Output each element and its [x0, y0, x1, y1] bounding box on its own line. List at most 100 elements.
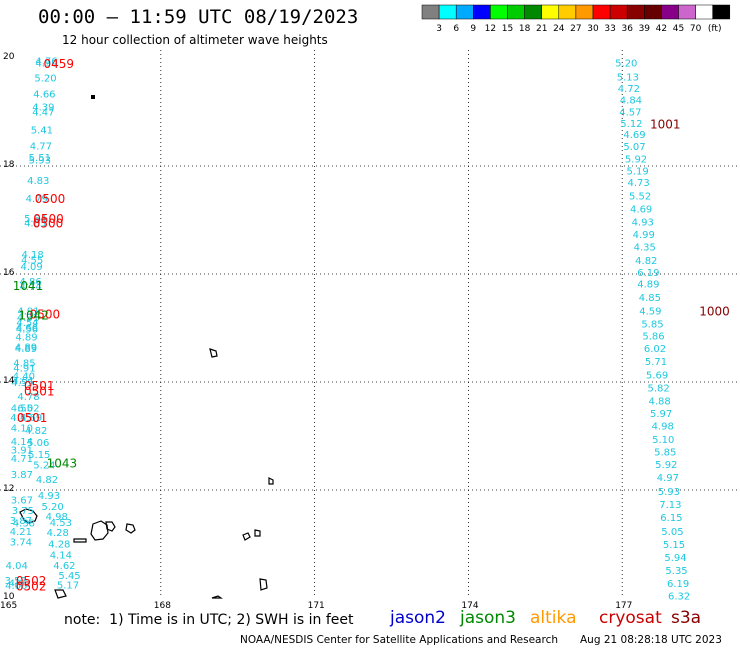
satellite-jason2: jason2 [390, 608, 446, 628]
swh-reading: 4.85 [639, 293, 661, 304]
grid-lines [0, 50, 740, 598]
swh-reading: 4.82 [635, 256, 657, 267]
satellite-s3a: s3a [671, 608, 702, 628]
scale-label: 18 [519, 24, 531, 34]
swh-reading: 4.53 [50, 518, 72, 529]
swh-reading: 5.93 [29, 156, 51, 167]
pass-time-label: 0500 [33, 217, 64, 231]
swh-reading: 3.67 [11, 496, 33, 507]
pass-time-label: 1000 [699, 305, 730, 319]
color-scale: 3 6 9 12 15 18 21 24 27 30 33 36 39 42 45 70 (ft) [421, 4, 731, 34]
swh-reading: 5.20 [41, 502, 63, 513]
swh-reading: 6.19 [667, 579, 689, 590]
swh-reading: 5.86 [642, 332, 664, 343]
island-outline [242, 532, 251, 541]
latitude-label: 10 [3, 592, 15, 602]
island-outline [19, 508, 38, 524]
satellite-altika: altika [530, 608, 577, 628]
pass-time-label: 0502 [16, 574, 47, 588]
longitude-label: 171 [307, 601, 325, 611]
timestamp: Aug 21 08:28:18 UTC 2023 [580, 634, 722, 646]
island-outline [54, 589, 67, 599]
swh-reading: 4.72 [618, 84, 640, 95]
swh-reading: 5.13 [617, 72, 639, 83]
swh-reading: 4.89 [15, 342, 37, 353]
swh-reading: 6.15 [660, 513, 682, 524]
swh-reading: 6.02 [17, 403, 39, 414]
latitude-label: 18 [3, 160, 15, 170]
swh-reading: 4.18 [22, 250, 44, 261]
swh-reading: 4.04 [6, 561, 28, 572]
swh-reading: 5.51 [29, 153, 51, 164]
page-subtitle: 12 hour collection of altimeter wave hei… [62, 33, 328, 47]
latitude-label: 12 [3, 484, 15, 494]
swh-reading: 4.38 [13, 518, 35, 529]
swh-reading: 4.86 [19, 277, 41, 288]
swh-reading: 4.55 [10, 413, 32, 424]
swh-reading: 4.89 [15, 344, 37, 355]
island-outline [254, 529, 261, 537]
longitude-label: 177 [615, 601, 633, 611]
swh-reading: 4.83 [27, 176, 49, 187]
swh-reading: 4.93 [38, 491, 60, 502]
scale-label: 9 [470, 24, 476, 34]
swh-reading: 5.17 [57, 581, 79, 592]
swh-reading: 4.55 [11, 378, 33, 389]
scale-label: 42 [656, 24, 667, 34]
swh-reading: 4.57 [619, 107, 641, 118]
scale-label: 21 [536, 24, 547, 34]
swh-reading: 6.32 [668, 591, 690, 602]
swh-reading: 5.20 [34, 73, 56, 84]
swh-reading: 4.73 [627, 178, 649, 189]
swh-reading: 5.05 [661, 527, 683, 538]
satellite-jason3: jason3 [460, 608, 516, 628]
scale-label: 36 [621, 24, 633, 34]
swh-reading: 5.85 [641, 320, 663, 331]
island-outline [90, 520, 109, 541]
swh-reading: 4.91 [17, 307, 39, 318]
swh-reading: 4.79 [26, 194, 48, 205]
credit-text: NOAA/NESDIS Center for Satellite Applica… [240, 634, 558, 646]
swh-reading: 4.21 [10, 527, 32, 538]
scale-label: 30 [587, 24, 599, 34]
swh-reading: 4.39 [32, 103, 54, 114]
scale-label: 27 [570, 24, 581, 34]
pass-time-labels: 0459050005000500050005010501050105020502… [13, 57, 730, 594]
swh-reading: 3.91 [11, 446, 33, 457]
swh-reading: 4.85 [13, 359, 35, 370]
swh-reading: 4.54 [16, 318, 38, 329]
wave-height-readings: 4.764.905.204.664.394.475.414.775.515.93… [5, 57, 691, 603]
swh-reading: 4.47 [32, 107, 54, 118]
swh-reading: 5.64 [24, 214, 46, 225]
swh-reading: 5.69 [646, 370, 668, 381]
swh-reading: 5.35 [665, 566, 687, 577]
scale-label: 6 [453, 24, 459, 34]
pass-time-label: 0502 [16, 580, 47, 594]
swh-reading: 5.92 [625, 154, 647, 165]
island-outline [211, 595, 223, 599]
swh-reading: 4.62 [53, 561, 75, 572]
swh-reading: 4.28 [48, 539, 70, 550]
pass-time-label: 0459 [44, 57, 75, 71]
swh-reading: 4.78 [17, 392, 39, 403]
longitude-label: 174 [461, 601, 479, 611]
swh-reading: 5.52 [629, 192, 651, 203]
pass-time-label: 0500 [33, 212, 64, 226]
swh-reading: 5.06 [27, 438, 49, 449]
swh-reading: 5.15 [663, 540, 685, 551]
swh-reading: 4.55 [11, 403, 33, 414]
longitude-label: 168 [153, 601, 171, 611]
swh-reading: 4.89 [637, 280, 659, 291]
latitude-label: 14 [3, 376, 15, 386]
swh-reading: 4.83 [24, 219, 46, 230]
island-outline [125, 523, 136, 534]
swh-reading: 4.56 [16, 325, 38, 336]
swh-reading: 5.07 [623, 142, 645, 153]
swh-reading: 4.59 [639, 307, 661, 318]
island-outline [105, 521, 116, 532]
swh-reading: 4.82 [36, 475, 58, 486]
scale-unit: (ft) [708, 24, 722, 34]
swh-reading: 4.40 [13, 372, 35, 383]
swh-reading: 3.87 [10, 516, 32, 527]
